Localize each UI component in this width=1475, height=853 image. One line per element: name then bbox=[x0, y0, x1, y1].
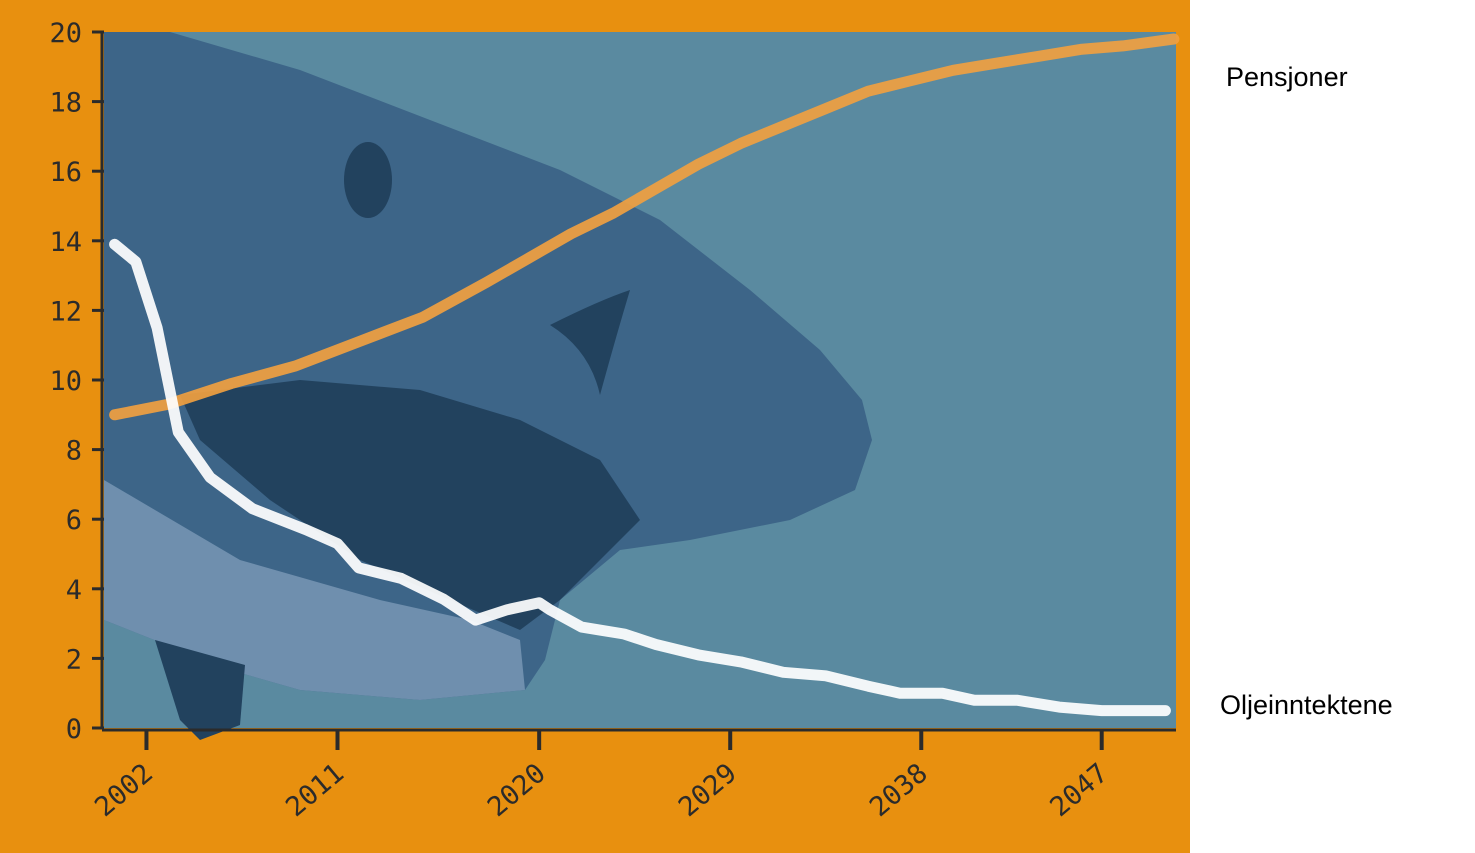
series-layer bbox=[109, 33, 1180, 717]
y-tick-label: 6 bbox=[66, 505, 82, 536]
y-tick-label: 4 bbox=[66, 575, 82, 606]
y-tick-label: 12 bbox=[49, 296, 82, 327]
y-tick-label: 0 bbox=[66, 714, 82, 745]
series-line-oljeinntektene bbox=[109, 238, 1171, 717]
y-tick-label: 16 bbox=[49, 157, 82, 188]
y-tick-label: 2 bbox=[66, 644, 82, 675]
shark-body bbox=[104, 32, 872, 700]
shark-mouth bbox=[180, 380, 640, 630]
series-label-pensjoner: Pensjoner bbox=[1226, 62, 1348, 92]
y-tick-label: 20 bbox=[49, 18, 82, 49]
shark-nostril bbox=[550, 290, 630, 395]
y-tick-label: 8 bbox=[66, 436, 82, 467]
series-line-pensjoner bbox=[109, 33, 1180, 421]
y-tick-label: 14 bbox=[49, 227, 82, 258]
shark-image bbox=[104, 32, 872, 740]
shark-eye bbox=[344, 142, 392, 218]
y-tick-label: 18 bbox=[49, 88, 82, 119]
shark-lower-jaw bbox=[104, 480, 525, 700]
chart: 0 2 4 6 8 10 12 14 16 18 20 2002 2011 2020 2029 2038 204… bbox=[0, 0, 1348, 853]
series-label-oljeinntektene: Oljeinntektene bbox=[1220, 690, 1393, 720]
y-tick-label: 10 bbox=[49, 366, 82, 397]
shark-pectoral-fin bbox=[155, 640, 245, 740]
